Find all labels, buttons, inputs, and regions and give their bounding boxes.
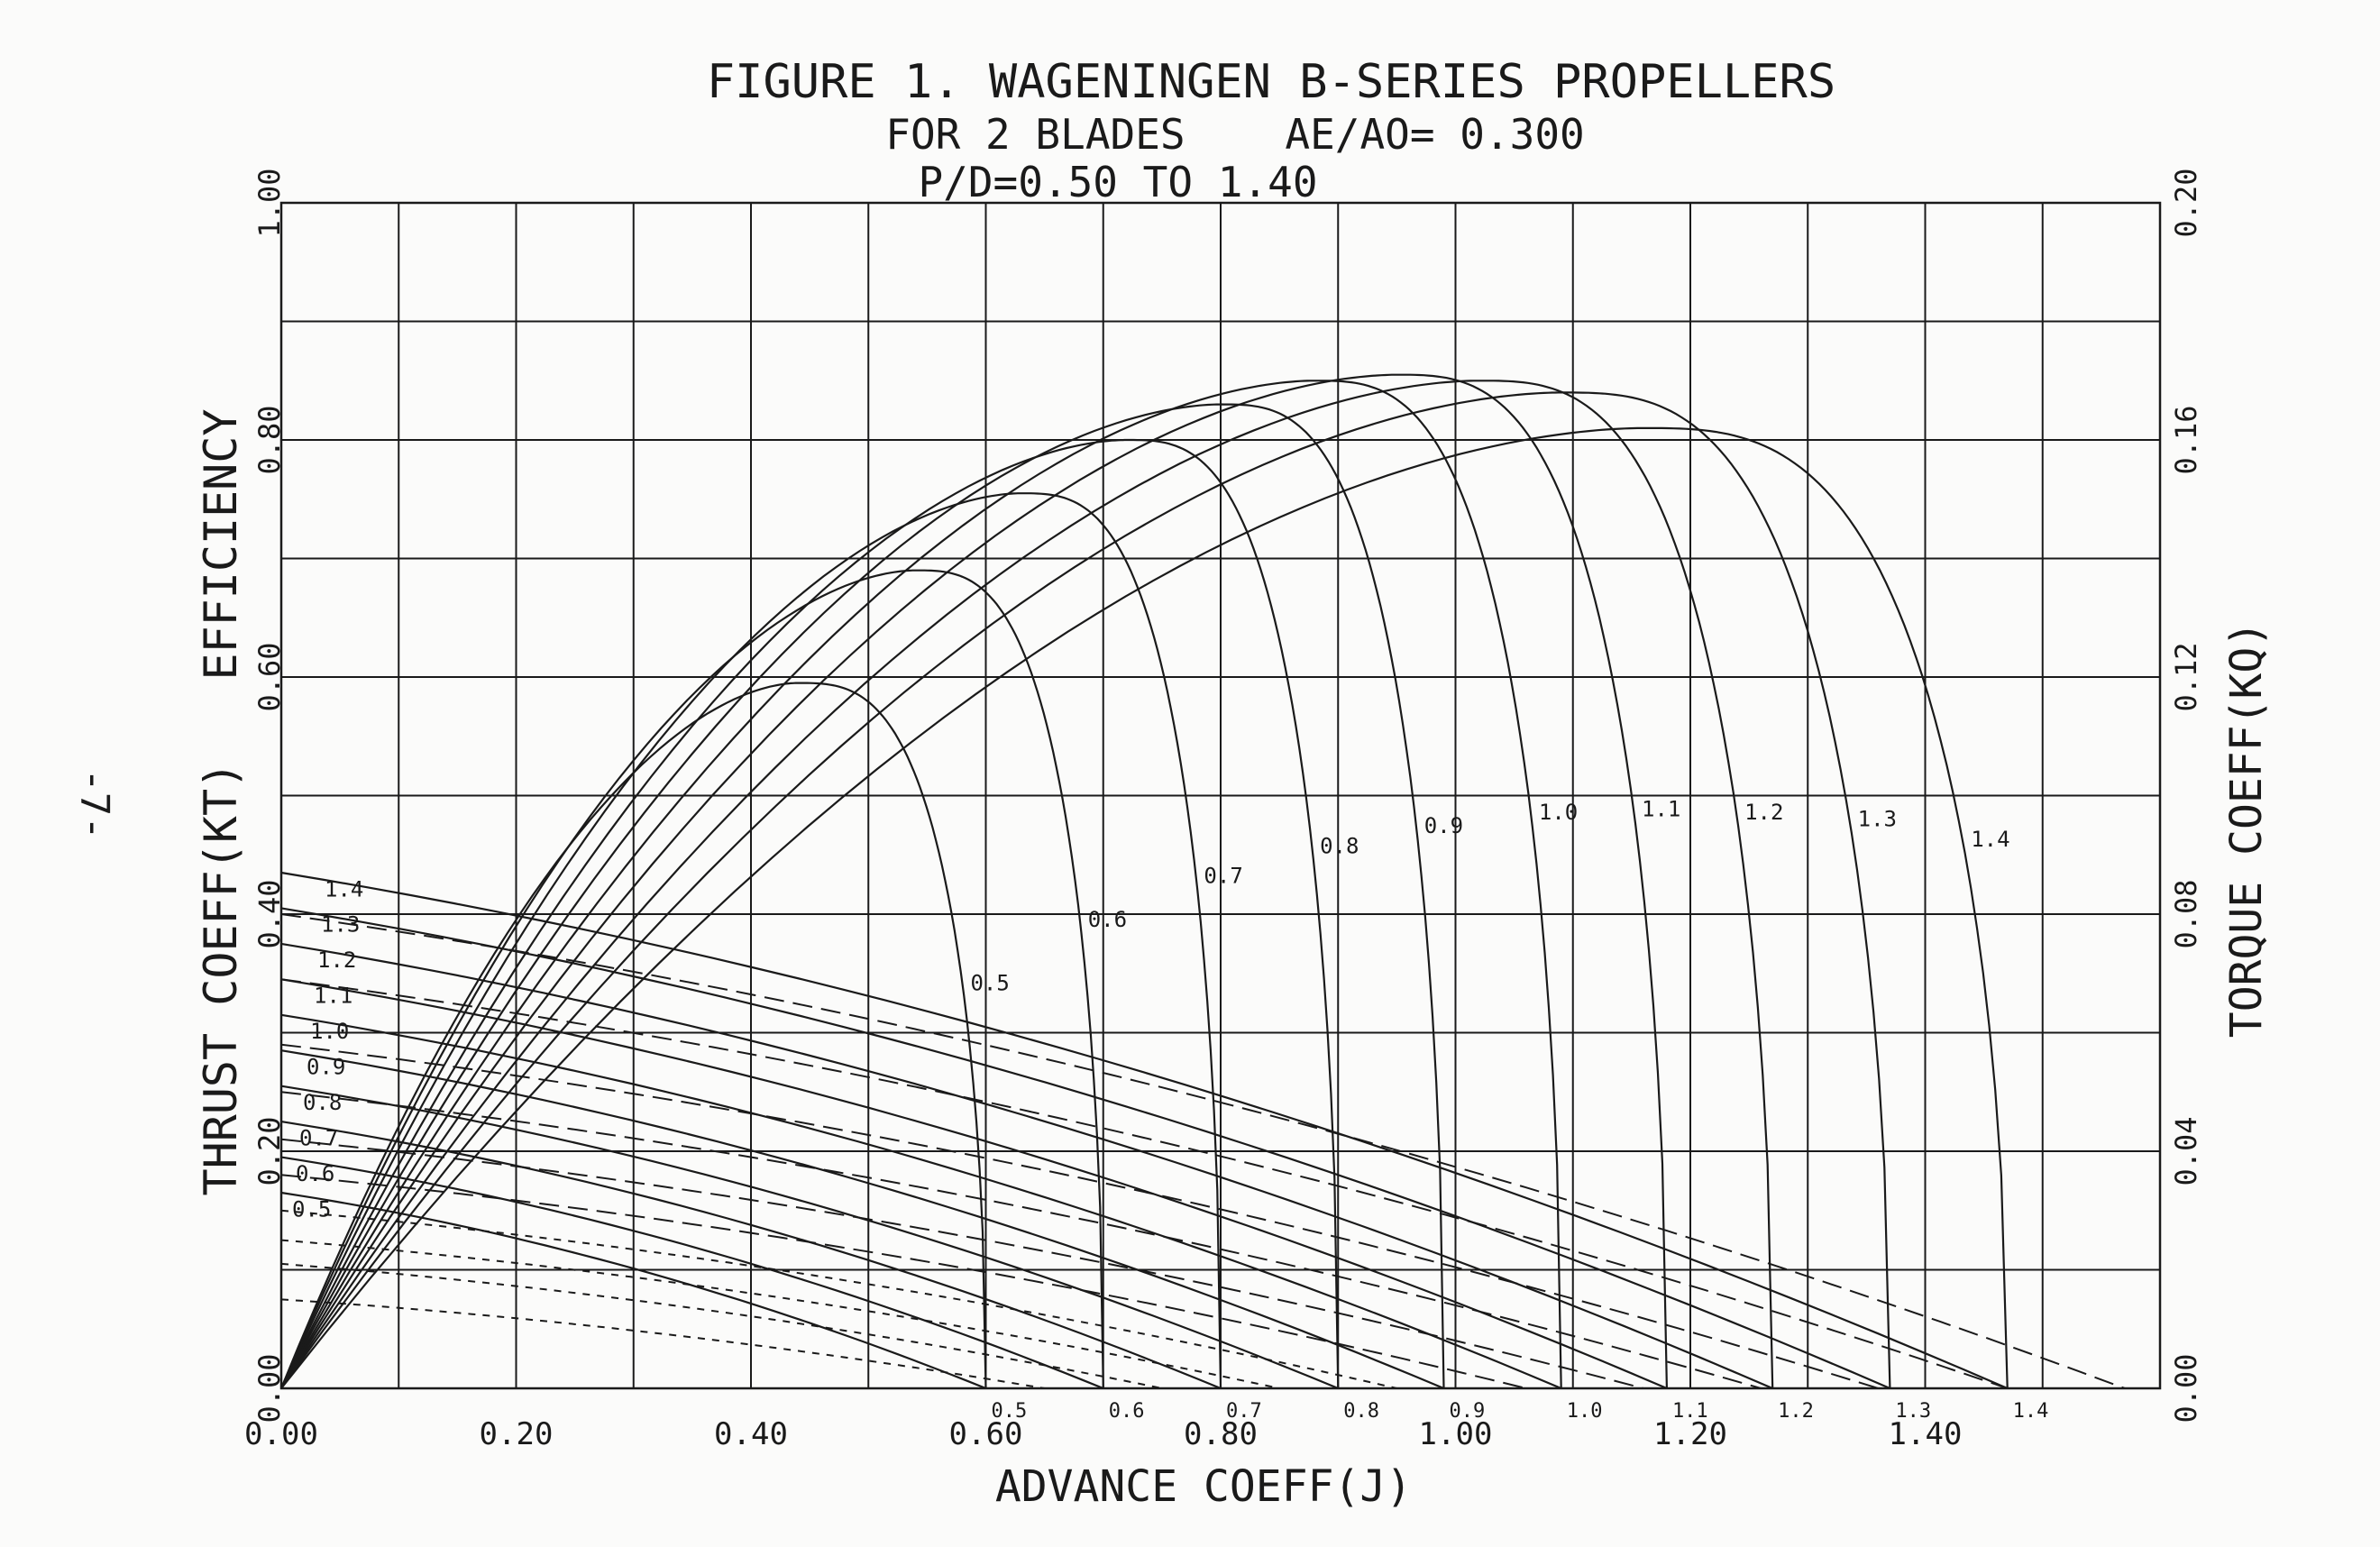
series-label-efficiency: 0.9 bbox=[1424, 813, 1463, 838]
series-label-thrust: 0.6 bbox=[296, 1161, 334, 1186]
efficiency-curve bbox=[280, 380, 1562, 1389]
page-number: -7- bbox=[71, 768, 117, 839]
y-right-tick-label: 0.20 bbox=[2169, 168, 2203, 237]
series-label-efficiency: 0.6 bbox=[1088, 907, 1127, 932]
efficiency-curve bbox=[280, 438, 1340, 1389]
series-label-thrust: 1.3 bbox=[321, 912, 360, 938]
series-label-axis: 1.2 bbox=[1778, 1400, 1814, 1423]
torque-curve bbox=[280, 1262, 1163, 1389]
series-label-axis: 1.1 bbox=[1672, 1400, 1708, 1423]
series-label-axis: 0.5 bbox=[992, 1400, 1028, 1423]
thrust-curve bbox=[280, 907, 1890, 1390]
series-label-axis: 1.4 bbox=[2013, 1400, 2049, 1423]
series-label-thrust: 1.0 bbox=[310, 1019, 349, 1044]
series-label-efficiency: 1.2 bbox=[1744, 800, 1783, 825]
chart-subtitle-line2: P/D=0.50 TO 1.40 bbox=[918, 158, 1317, 206]
y-right-tick-label: 0.04 bbox=[2169, 1116, 2203, 1185]
efficiency-curve bbox=[279, 569, 1104, 1389]
x-axis-title: ADVANCE COEFF(J) bbox=[995, 1461, 1412, 1512]
torque-curve bbox=[280, 1043, 1879, 1389]
efficiency-curve bbox=[280, 403, 1445, 1389]
series-label-efficiency: 1.1 bbox=[1642, 796, 1680, 821]
series-label-thrust: 0.8 bbox=[303, 1090, 342, 1115]
x-tick-label: 0.80 bbox=[1184, 1416, 1258, 1452]
thrust-curve bbox=[280, 942, 1773, 1390]
series-label-thrust: 1.2 bbox=[317, 947, 356, 973]
y-left-tick-label: 1.00 bbox=[252, 168, 287, 237]
y-left-tick-label: 0.80 bbox=[252, 405, 287, 474]
y-axis-left-title: THRUST COEFF(KT) EFFICIENCY bbox=[195, 409, 247, 1196]
y-right-tick-label: 0.08 bbox=[2169, 879, 2203, 948]
y-left-tick-label: 0.40 bbox=[252, 879, 287, 948]
y-right-tick-label: 0.12 bbox=[2169, 642, 2203, 711]
series-label-thrust: 0.5 bbox=[292, 1196, 331, 1222]
series-label-efficiency: 0.8 bbox=[1320, 833, 1359, 858]
torque-curve bbox=[280, 913, 2126, 1389]
y-left-tick-label: 0.20 bbox=[252, 1116, 287, 1185]
torque-curve bbox=[280, 1298, 1045, 1389]
series-label-thrust: 1.4 bbox=[325, 876, 363, 902]
series-label-thrust: 1.1 bbox=[314, 984, 352, 1009]
thrust-curve bbox=[280, 1049, 1444, 1390]
thrust-curve bbox=[280, 1191, 986, 1390]
series-label-axis: 0.9 bbox=[1449, 1400, 1485, 1423]
series-label-axis: 0.6 bbox=[1109, 1400, 1145, 1423]
x-tick-label: 0.00 bbox=[244, 1416, 318, 1452]
chart-title: FIGURE 1. WAGENINGEN B-SERIES PROPELLERS bbox=[707, 55, 1835, 109]
thrust-curve bbox=[280, 1156, 1104, 1390]
x-tick-label: 1.00 bbox=[1419, 1416, 1493, 1452]
series-label-efficiency: 0.5 bbox=[970, 970, 1009, 995]
y-left-tick-label: 0.00 bbox=[252, 1353, 287, 1423]
thrust-curve bbox=[280, 1121, 1222, 1390]
x-tick-label: 0.60 bbox=[949, 1416, 1023, 1452]
series-label-efficiency: 1.0 bbox=[1539, 800, 1578, 825]
x-tick-label: 1.20 bbox=[1653, 1416, 1727, 1452]
thrust-curve bbox=[280, 978, 1668, 1390]
x-tick-label: 0.20 bbox=[480, 1416, 554, 1452]
x-tick-label: 0.40 bbox=[714, 1416, 788, 1452]
y-right-tick-label: 0.16 bbox=[2169, 405, 2203, 474]
series-label-efficiency: 0.7 bbox=[1204, 864, 1242, 889]
thrust-curve bbox=[280, 1013, 1562, 1390]
series-label-axis: 0.7 bbox=[1226, 1400, 1262, 1423]
x-tick-label: 1.40 bbox=[1889, 1416, 1963, 1452]
thrust-curve bbox=[280, 1085, 1339, 1390]
series-label-efficiency: 1.4 bbox=[1971, 827, 2009, 852]
torque-curve bbox=[280, 978, 2009, 1389]
series-label-axis: 1.0 bbox=[1567, 1400, 1603, 1423]
efficiency-curve bbox=[280, 380, 1774, 1389]
efficiency-curve bbox=[280, 492, 1222, 1389]
y-left-tick-label: 0.60 bbox=[252, 642, 287, 711]
torque-curve bbox=[280, 1239, 1280, 1389]
torque-curve bbox=[280, 1209, 1397, 1389]
thrust-curve bbox=[280, 871, 2009, 1390]
series-label-axis: 1.3 bbox=[1895, 1400, 1931, 1423]
efficiency-curve bbox=[280, 373, 1668, 1389]
series-label-efficiency: 1.3 bbox=[1858, 807, 1897, 832]
torque-curve bbox=[280, 1138, 1644, 1389]
torque-curve bbox=[280, 1091, 1762, 1389]
series-label-thrust: 0.7 bbox=[299, 1125, 338, 1150]
efficiency-curve bbox=[280, 426, 2009, 1389]
chart-subtitle-line1: FOR 2 BLADES AE/AO= 0.300 bbox=[885, 110, 1584, 159]
efficiency-curve bbox=[280, 391, 1891, 1389]
y-axis-right-title: TORQUE COEFF(KQ) bbox=[2221, 621, 2272, 1038]
series-label-axis: 0.8 bbox=[1343, 1400, 1379, 1423]
series-label-thrust: 0.9 bbox=[307, 1055, 345, 1080]
y-right-tick-label: 0.00 bbox=[2169, 1353, 2203, 1423]
torque-curve bbox=[280, 1174, 1526, 1389]
